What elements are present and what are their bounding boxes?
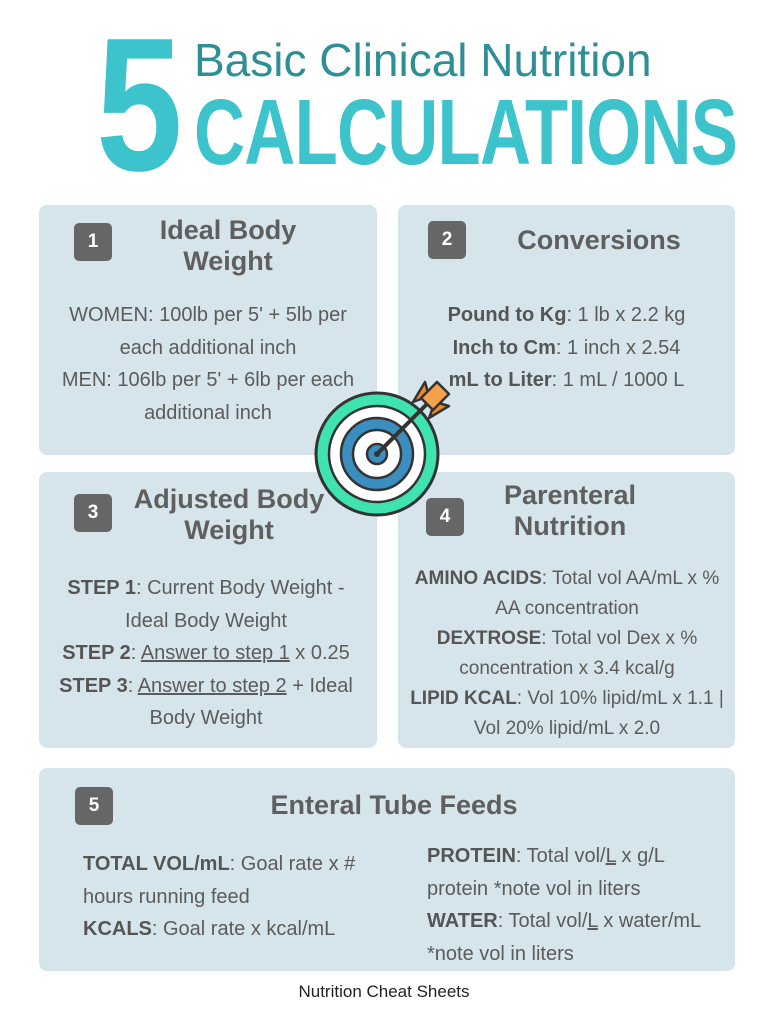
men-line: MEN: 106lb per 5' + 6lb per each <box>61 369 355 391</box>
dextrose-cont: concentration x 3.4 kcal/g <box>459 658 675 679</box>
formula-text: x g/L <box>615 845 665 867</box>
total-vol-line: TOTAL VOL/mL: Goal rate x # <box>83 848 383 881</box>
card-body: WOMEN: 100lb per 5' + 5lb per each addit… <box>45 299 371 429</box>
badge-5: 5 <box>75 787 113 825</box>
main-title: CALCULATIONS <box>194 80 738 184</box>
conversion-label: Inch to Cm <box>452 336 556 359</box>
card-body-right: PROTEIN: Total vol/L x g/L protein *note… <box>427 840 727 970</box>
badge-3: 3 <box>74 494 112 532</box>
dextrose-line: DEXTROSE: Total vol Dex x % <box>402 624 732 654</box>
formula-label: DEXTROSE <box>436 628 542 649</box>
step-text: : Current Body Weight - <box>135 577 345 599</box>
big-number-five: 5 <box>96 0 183 211</box>
badge-4: 4 <box>426 498 464 536</box>
formula-label: WATER <box>427 910 498 932</box>
formula-text: : Total vol/ <box>497 910 588 932</box>
women-line: each additional inch <box>119 336 297 359</box>
card-conversions: 2 Conversions Pound to Kg: 1 lb x 2.2 kg… <box>398 205 735 455</box>
card-title-line: Ideal Body <box>159 215 297 245</box>
card-body-left: TOTAL VOL/mL: Goal rate x # hours runnin… <box>83 848 383 946</box>
step-label: STEP 1 <box>67 577 136 599</box>
step-2: STEP 2: Answer to step 1 x 0.25 <box>43 637 369 670</box>
lipid-line: LIPID KCAL: Vol 10% lipid/mL x 1.1 | <box>402 684 732 714</box>
card-enteral-tube-feeds: 5 Enteral Tube Feeds TOTAL VOL/mL: Goal … <box>39 768 735 971</box>
card-title-line: Adjusted Body <box>133 484 325 514</box>
conversion-text: : 1 inch x 2.54 <box>555 336 681 359</box>
men-line: additional inch <box>144 401 272 424</box>
formula-unit: L <box>587 910 598 932</box>
card-adjusted-body-weight: 3 Adjusted Body Weight STEP 1: Current B… <box>39 472 377 748</box>
conversion-label: Pound to Kg <box>447 304 567 326</box>
formula-text: : Total vol/ <box>515 845 606 867</box>
women-line: WOMEN: 100lb per 5' + 5lb per <box>69 304 347 326</box>
card-title: Enteral Tube Feeds <box>270 790 518 820</box>
amino-acids-cont: AA concentration <box>495 598 639 619</box>
protein-line: PROTEIN: Total vol/L x g/L <box>427 840 727 873</box>
step-sep: : <box>127 674 138 697</box>
card-body: Pound to Kg: 1 lb x 2.2 kg Inch to Cm: 1… <box>398 299 735 397</box>
conversion-text: : 1 lb x 2.2 kg <box>566 304 686 326</box>
card-title: Parenteral Nutrition <box>470 480 670 542</box>
card-title: Adjusted Body Weight <box>124 484 334 546</box>
card-body: AMINO ACIDS: Total vol AA/mL x % AA conc… <box>402 564 732 744</box>
step-sep: : <box>130 642 141 664</box>
step-1: STEP 1: Current Body Weight - <box>43 572 369 605</box>
conversion-text: : 1 mL / 1000 L <box>551 369 685 391</box>
formula-text: : Total vol Dex x % <box>541 628 698 649</box>
target-with-arrow-icon <box>314 380 451 517</box>
card-title-line: Nutrition <box>513 511 627 541</box>
conversion-row: mL to Liter: 1 mL / 1000 L <box>398 364 735 397</box>
formula-label: PROTEIN <box>427 845 516 867</box>
card-title: Ideal Body Weight <box>123 215 333 277</box>
amino-acids-line: AMINO ACIDS: Total vol AA/mL x % <box>402 564 732 594</box>
card-parenteral-nutrition: 4 Parenteral Nutrition AMINO ACIDS: Tota… <box>398 472 735 748</box>
kcals-line: KCALS: Goal rate x kcal/mL <box>83 913 383 946</box>
formula-text: : Goal rate x kcal/mL <box>151 918 336 940</box>
step-ref: Answer to step 1 <box>140 642 290 664</box>
footer: Nutrition Cheat Sheets <box>298 982 470 1001</box>
formula-label: TOTAL VOL/mL <box>83 853 230 875</box>
formula-label: LIPID KCAL <box>410 688 517 709</box>
formula-text: : Vol 10% lipid/mL x 1.1 | <box>516 688 724 709</box>
step-label: STEP 3 <box>59 674 128 697</box>
step-1-cont: Ideal Body Weight <box>125 609 287 632</box>
conversion-row: Pound to Kg: 1 lb x 2.2 kg <box>398 299 735 332</box>
total-vol-cont: hours running feed <box>83 885 250 908</box>
step-label: STEP 2 <box>62 642 131 664</box>
card-title-line: Weight <box>183 246 273 276</box>
step-3: STEP 3: Answer to step 2 + Ideal <box>43 670 369 703</box>
step-text: x 0.25 <box>289 642 350 664</box>
formula-label: AMINO ACIDS <box>414 568 542 589</box>
water-line: WATER: Total vol/L x water/mL <box>427 905 727 938</box>
card-body: STEP 1: Current Body Weight - Ideal Body… <box>43 572 369 735</box>
formula-text: : Goal rate x # <box>229 853 356 875</box>
card-title-line: Parenteral <box>503 480 637 510</box>
card-ideal-body-weight: 1 Ideal Body Weight WOMEN: 100lb per 5' … <box>39 205 377 455</box>
lipid-cont: Vol 20% lipid/mL x 2.0 <box>473 718 661 739</box>
subtitle: Basic Clinical Nutrition <box>194 34 652 86</box>
formula-text: : Total vol AA/mL x % <box>541 568 720 589</box>
badge-1: 1 <box>74 223 112 261</box>
badge-2: 2 <box>428 221 466 259</box>
step-ref: Answer to step 2 <box>137 674 287 697</box>
conversion-label: mL to Liter <box>448 369 552 391</box>
formula-label: KCALS <box>83 918 152 940</box>
card-title-line: Weight <box>184 515 274 545</box>
formula-text: x water/mL <box>597 910 702 932</box>
conversion-row: Inch to Cm: 1 inch x 2.54 <box>398 332 735 365</box>
card-title: Conversions <box>517 225 681 255</box>
step-text: + Ideal <box>286 674 353 697</box>
formula-unit: L <box>605 845 616 867</box>
step-3-cont: Body Weight <box>149 707 263 729</box>
protein-cont: protein *note vol in liters <box>427 877 641 900</box>
water-cont: *note vol in liters <box>427 942 574 965</box>
